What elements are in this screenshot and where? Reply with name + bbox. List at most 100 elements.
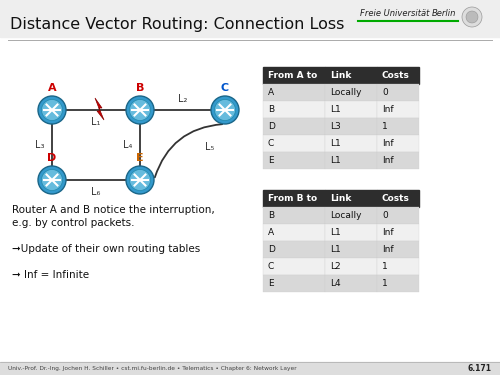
Text: Router A and B notice the interruption,: Router A and B notice the interruption, [12,205,215,215]
Text: L₁: L₁ [92,117,100,127]
Circle shape [130,170,150,190]
Text: From A to: From A to [268,71,318,80]
Bar [325,224,377,241]
Bar [377,135,419,152]
Bar [325,67,377,84]
Text: A: A [48,83,56,93]
Polygon shape [95,98,104,120]
Text: L1: L1 [330,156,341,165]
Text: ➞ Inf = Infinite: ➞ Inf = Infinite [12,270,89,280]
Text: E: E [136,153,144,163]
Text: D: D [48,153,56,163]
Bar [263,224,325,241]
Text: Freie Universität: Freie Universität [360,9,430,18]
Bar [325,152,377,169]
Text: L1: L1 [330,105,341,114]
Bar [325,118,377,135]
Bar [263,258,325,275]
Circle shape [211,96,239,124]
Text: Locally: Locally [330,88,362,97]
Text: L2: L2 [330,262,340,271]
Text: B: B [136,83,144,93]
Text: Inf: Inf [382,156,394,165]
Bar [325,258,377,275]
Bar [263,84,325,101]
Text: A: A [268,88,274,97]
Circle shape [38,96,66,124]
Circle shape [126,166,154,194]
Text: C: C [268,262,274,271]
Text: L1: L1 [330,228,341,237]
Text: L₅: L₅ [206,142,214,152]
Bar [325,135,377,152]
Text: L₆: L₆ [92,187,100,197]
Bar [263,152,325,169]
Bar [325,207,377,224]
Text: 0: 0 [382,88,388,97]
Text: D: D [268,245,275,254]
Text: Inf: Inf [382,105,394,114]
Text: 1: 1 [382,262,388,271]
Bar [263,241,325,258]
Text: L1: L1 [330,139,341,148]
Bar [263,135,325,152]
Bar [377,207,419,224]
Bar [263,190,325,207]
Text: Univ.-Prof. Dr.-Ing. Jochen H. Schiller • cst.mi.fu-berlin.de • Telematics • Cha: Univ.-Prof. Dr.-Ing. Jochen H. Schiller … [8,366,296,371]
Bar [0,0,500,37]
Text: B: B [268,105,274,114]
Bar [325,84,377,101]
Text: Inf: Inf [382,245,394,254]
Text: Inf: Inf [382,228,394,237]
Text: 6.171: 6.171 [468,364,492,373]
Bar [325,101,377,118]
Bar [377,101,419,118]
Text: Costs: Costs [382,71,410,80]
Bar [377,84,419,101]
Bar [377,275,419,292]
Text: From B to: From B to [268,194,317,203]
Circle shape [214,99,236,120]
Text: C: C [268,139,274,148]
Text: ➞Update of their own routing tables: ➞Update of their own routing tables [12,244,200,254]
Text: L4: L4 [330,279,340,288]
Circle shape [42,170,62,190]
Text: E: E [268,156,274,165]
Bar [263,67,325,84]
Bar [0,362,500,375]
Circle shape [462,7,482,27]
Text: 1: 1 [382,122,388,131]
Text: Berlin: Berlin [432,9,456,18]
Circle shape [42,99,62,120]
Bar [263,207,325,224]
Bar [377,241,419,258]
Text: 0: 0 [382,211,388,220]
Bar [377,152,419,169]
Text: Inf: Inf [382,139,394,148]
Text: L₃: L₃ [34,140,44,150]
FancyArrowPatch shape [155,124,222,177]
Bar [377,118,419,135]
Text: L3: L3 [330,122,341,131]
Text: Link: Link [330,71,351,80]
Bar [263,101,325,118]
Bar [377,67,419,84]
Text: L1: L1 [330,245,341,254]
Text: Distance Vector Routing: Connection Loss: Distance Vector Routing: Connection Loss [10,18,344,33]
Text: L₂: L₂ [178,94,187,104]
Circle shape [130,99,150,120]
Text: B: B [268,211,274,220]
Bar [377,258,419,275]
Bar [377,190,419,207]
Circle shape [466,11,478,23]
Text: 1: 1 [382,279,388,288]
Text: Costs: Costs [382,194,410,203]
Circle shape [38,166,66,194]
Text: Link: Link [330,194,351,203]
Bar [263,118,325,135]
Text: L₄: L₄ [122,140,132,150]
Text: e.g. by control packets.: e.g. by control packets. [12,218,134,228]
Text: D: D [268,122,275,131]
Text: A: A [268,228,274,237]
Bar [263,275,325,292]
